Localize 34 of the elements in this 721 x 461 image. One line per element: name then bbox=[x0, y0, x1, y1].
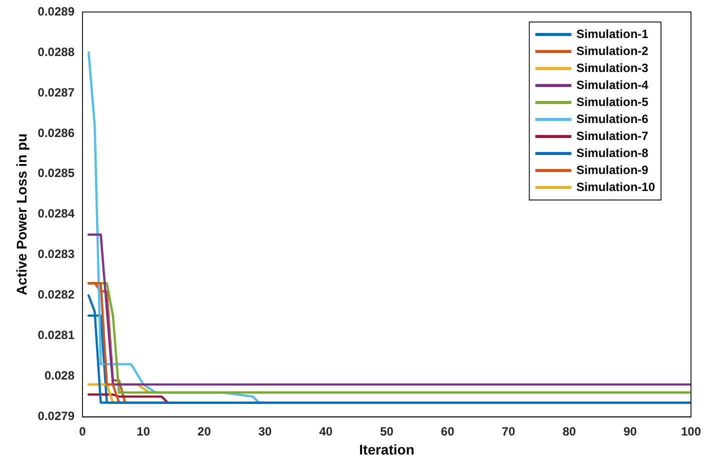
x-tick-label: 80 bbox=[562, 424, 576, 438]
y-axis-title: Active Power Loss in pu bbox=[13, 133, 30, 296]
y-tick-label: 0.028 bbox=[44, 368, 75, 383]
x-tick-label: 60 bbox=[440, 424, 455, 438]
y-tick-label: 0.0285 bbox=[38, 166, 75, 180]
x-tick-label: 10 bbox=[136, 424, 150, 438]
legend-label: Simulation-1 bbox=[576, 26, 649, 41]
y-tick-label: 0.0287 bbox=[38, 85, 75, 100]
y-tick-label: 0.0284 bbox=[38, 206, 75, 221]
legend-label: Simulation-10 bbox=[576, 180, 656, 194]
x-tick-label: 70 bbox=[502, 424, 516, 438]
legend-label: Simulation-8 bbox=[576, 146, 649, 160]
legend-label: Simulation-9 bbox=[576, 162, 649, 177]
y-tick-label: 0.0289 bbox=[38, 4, 75, 18]
x-tick-label: 50 bbox=[380, 424, 394, 438]
y-tick-label: 0.0288 bbox=[38, 44, 75, 59]
legend-label: Simulation-7 bbox=[576, 128, 649, 143]
x-tick-label: 90 bbox=[623, 424, 638, 438]
x-tick-label: 30 bbox=[258, 424, 272, 438]
y-tick-label: 0.0281 bbox=[38, 328, 75, 342]
legend-label: Simulation-5 bbox=[576, 94, 649, 109]
legend-label: Simulation-2 bbox=[576, 44, 649, 58]
y-tick-label: 0.0282 bbox=[38, 288, 75, 302]
x-tick-label: 40 bbox=[319, 424, 333, 438]
x-tick-label: 20 bbox=[198, 424, 212, 438]
y-tick-label: 0.0279 bbox=[38, 409, 75, 424]
legend-label: Simulation-6 bbox=[576, 112, 649, 126]
legend-label: Simulation-3 bbox=[576, 60, 649, 75]
x-tick-label: 100 bbox=[680, 424, 702, 438]
legend-label: Simulation-4 bbox=[576, 78, 649, 92]
y-tick-label: 0.0286 bbox=[38, 126, 75, 140]
x-tick-label: 0 bbox=[79, 424, 86, 438]
y-tick-label: 0.0283 bbox=[38, 247, 75, 262]
x-axis-title: Iteration bbox=[359, 441, 414, 458]
